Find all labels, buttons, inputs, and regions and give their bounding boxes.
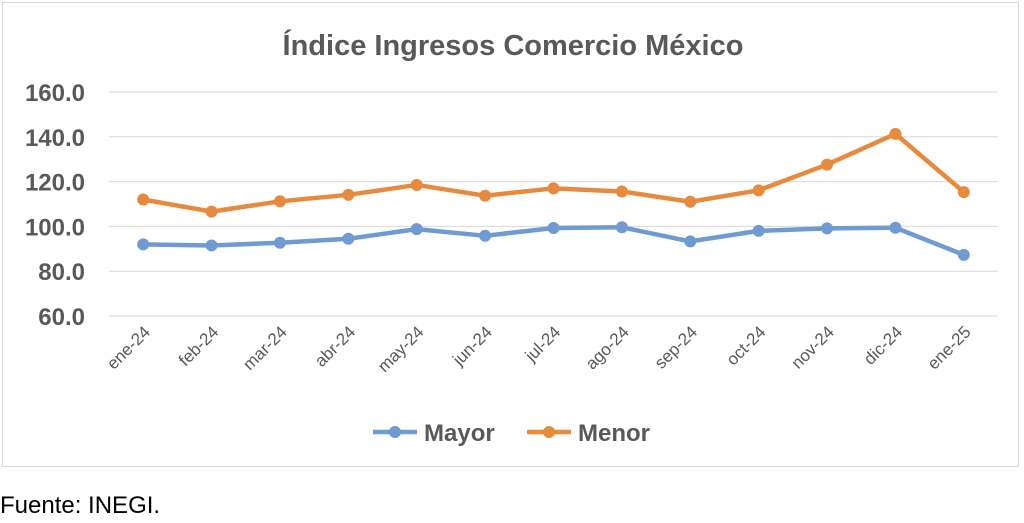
- legend: Mayor Menor: [373, 420, 650, 447]
- data-point: [479, 189, 492, 202]
- legend-item-mayor: Mayor: [373, 420, 495, 447]
- y-axis-ticks: 60.0 80.0 100.0 120.0 140.0 160.0: [25, 80, 85, 331]
- data-point: [889, 127, 902, 140]
- data-point: [547, 182, 560, 195]
- y-tick-label: 120.0: [25, 170, 85, 197]
- legend-swatch-marker: [389, 426, 401, 438]
- x-tick-label: may-24: [374, 322, 428, 376]
- x-tick-label: oct-24: [723, 322, 770, 369]
- data-point: [273, 236, 286, 249]
- data-point: [205, 205, 218, 218]
- data-point: [889, 221, 902, 234]
- data-point: [615, 185, 628, 198]
- data-point: [410, 178, 423, 191]
- data-point: [137, 238, 150, 251]
- data-point: [957, 248, 970, 261]
- y-tick-label: 100.0: [25, 214, 85, 241]
- legend-item-menor: Menor: [527, 420, 650, 447]
- y-tick-label: 80.0: [38, 259, 85, 286]
- series-menor: [137, 127, 970, 218]
- data-point: [615, 221, 628, 234]
- legend-label: Menor: [578, 420, 650, 447]
- x-tick-label: ene-25: [924, 322, 975, 373]
- data-point: [410, 223, 423, 236]
- data-point: [752, 224, 765, 237]
- y-tick-label: 140.0: [25, 125, 85, 152]
- data-point: [684, 195, 697, 208]
- line-chart: Índice Ingresos Comercio México 60.0 80.0…: [25, 28, 998, 447]
- data-point: [137, 193, 150, 206]
- series-mayor: [137, 221, 970, 261]
- x-tick-label: sep-24: [651, 322, 701, 372]
- chart-frame: Índice Ingresos Comercio México 60.0 80.0…: [2, 2, 1019, 467]
- data-point: [957, 186, 970, 199]
- data-point: [342, 188, 355, 201]
- x-tick-label: mar-24: [239, 322, 291, 374]
- data-point: [205, 239, 218, 252]
- x-axis-ticks: ene-24 feb-24 mar-24 abr-24 may-24 jun-24 jul-…: [103, 322, 974, 376]
- chart-title: Índice Ingresos Comercio México: [283, 28, 744, 62]
- source-note: Fuente: INEGI.: [0, 492, 161, 519]
- series-layer: [137, 127, 970, 261]
- x-tick-label: ene-24: [103, 322, 154, 373]
- data-point: [821, 222, 834, 235]
- data-point: [273, 195, 286, 208]
- x-tick-label: feb-24: [175, 322, 223, 370]
- x-tick-label: jun-24: [448, 322, 496, 370]
- y-tick-label: 60.0: [38, 304, 85, 331]
- series-line: [140, 131, 967, 214]
- data-point: [821, 158, 834, 171]
- x-tick-label: dic-24: [860, 322, 906, 368]
- legend-swatch-marker: [543, 426, 555, 438]
- y-tick-label: 160.0: [25, 80, 85, 107]
- gridlines: [109, 91, 998, 317]
- x-tick-label: jul-24: [521, 322, 565, 366]
- data-point: [479, 229, 492, 242]
- data-point: [684, 235, 697, 248]
- x-tick-label: abr-24: [311, 322, 359, 370]
- data-point: [547, 221, 560, 234]
- data-point: [342, 232, 355, 245]
- legend-label: Mayor: [424, 420, 495, 447]
- x-tick-label: ago-24: [582, 322, 633, 373]
- x-tick-label: nov-24: [788, 322, 838, 372]
- data-point: [752, 184, 765, 197]
